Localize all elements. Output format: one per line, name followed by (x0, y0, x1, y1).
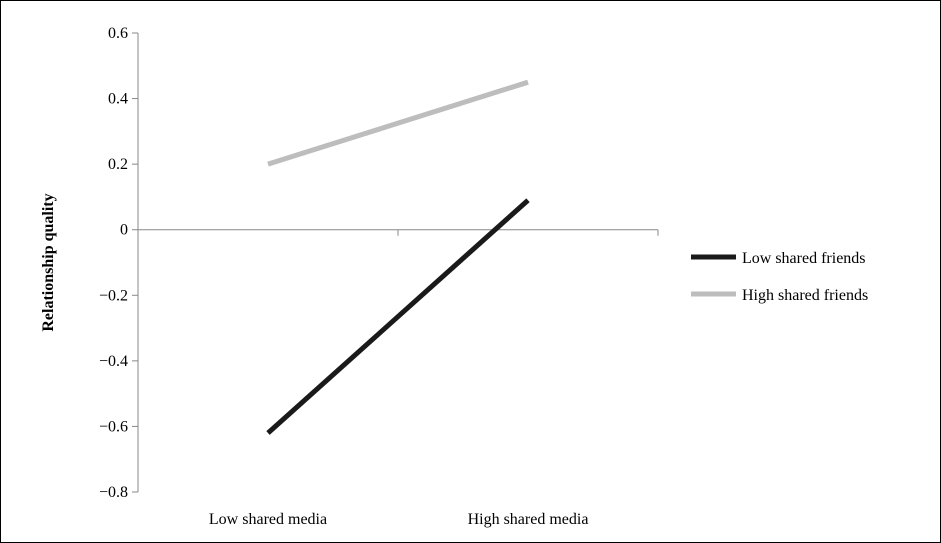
y-tick-label: 0.2 (108, 156, 128, 173)
legend-label-high-shared-friends: High shared friends (742, 287, 868, 304)
y-tick-label: −0.2 (99, 287, 128, 304)
y-tick-label: −0.8 (99, 484, 128, 501)
series-line-high-shared-friends (267, 79, 529, 167)
y-tick-label: 0.4 (108, 91, 128, 108)
y-tick-label: 0.6 (108, 25, 128, 42)
y-tick-label: 0 (120, 222, 128, 239)
x-categories: Low shared media High shared media (137, 229, 659, 528)
y-ticks: 0.6 0.4 0.2 0 −0.2 −0.4 −0.6 −0.8 (99, 25, 138, 501)
legend: Low shared friends High shared friends (691, 250, 868, 304)
series-line-low-shared-friends (266, 198, 530, 435)
legend-label-low-shared-friends: Low shared friends (742, 250, 866, 267)
x-category-label: Low shared media (209, 511, 327, 528)
y-axis-label: Relationship quality (40, 193, 57, 331)
y-tick-label: −0.6 (99, 418, 128, 435)
series-lines (266, 79, 530, 435)
y-tick-label: −0.4 (99, 353, 128, 370)
x-category-label: High shared media (468, 511, 589, 528)
